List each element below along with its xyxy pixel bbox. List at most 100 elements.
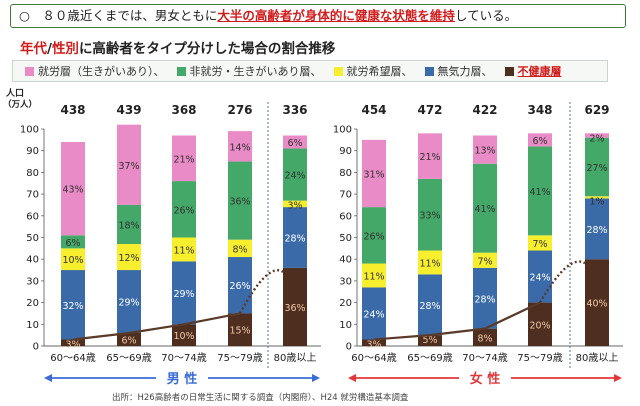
female-bar-non_employed_purpose-2 — [473, 163, 497, 253]
female-bar-employed-0 — [362, 139, 386, 208]
male-bar-non_employed_purpose-0 — [61, 235, 85, 249]
female-bar-lethargic-0 — [362, 287, 386, 340]
headline-box: ○ ８０歳近くまでは、男女ともに大半の高齢者が身体的に健康な状態を維持している。 — [10, 4, 626, 28]
male-label-non_employed_purpose-4: 24% — [284, 171, 305, 182]
female-label-lethargic-4: 28% — [586, 225, 607, 236]
male-gender-label: 男 性 — [167, 371, 198, 387]
female-bar-employed-1 — [418, 133, 442, 179]
female-bar-job_seeking-0 — [362, 263, 386, 288]
female-population-4: 629 — [584, 103, 609, 117]
male-label-employed-0: 43% — [62, 185, 83, 196]
male-bar-unhealthy-3 — [228, 313, 252, 346]
male-bar-employed-4 — [283, 135, 307, 149]
male-label-unhealthy-2: 10% — [173, 331, 194, 342]
female-bar-unhealthy-4 — [585, 259, 609, 346]
female-bar-unhealthy-1 — [418, 335, 442, 346]
female-label-non_employed_purpose-0: 26% — [363, 231, 384, 242]
male-bar-employed-0 — [61, 142, 85, 236]
female-bar-non_employed_purpose-4 — [585, 137, 609, 197]
male-bar-unhealthy-0 — [61, 339, 85, 346]
male-ytick-label-50: 50 — [26, 233, 39, 244]
male-label-lethargic-1: 29% — [118, 298, 139, 309]
male-population-4: 336 — [282, 103, 307, 117]
male-ytick-label-70: 70 — [26, 190, 39, 201]
male-label-unhealthy-4: 36% — [284, 303, 305, 314]
male-label-non_employed_purpose-3: 36% — [229, 197, 250, 208]
male-ytick-label-60: 60 — [26, 211, 39, 222]
legend-swatch-job-seeking — [333, 66, 343, 76]
male-bar-job_seeking-1 — [117, 244, 141, 271]
female-category-4: 80歳以上 — [576, 352, 619, 364]
headline-highlight: 大半の高齢者が身体的に健康な状態を維持 — [217, 8, 455, 23]
female-bar-unhealthy-0 — [362, 339, 386, 346]
female-bar-job_seeking-2 — [473, 252, 497, 268]
female-bar-job_seeking-1 — [418, 250, 442, 275]
female-population-2: 422 — [472, 103, 497, 117]
male-label-employed-3: 14% — [229, 142, 250, 153]
female-bar-lethargic-4 — [585, 198, 609, 260]
male-bar-non_employed_purpose-1 — [117, 204, 141, 245]
female-label-unhealthy-1: 5% — [422, 335, 437, 346]
female-ytick-label-90: 90 — [339, 146, 352, 157]
male-label-job_seeking-0: 10% — [62, 255, 83, 266]
legend-label-non-employed: 非就労・生きがいあり層、 — [189, 65, 322, 78]
male-bar-unhealthy-1 — [117, 332, 141, 346]
female-label-non_employed_purpose-1: 33% — [419, 211, 440, 222]
female-gender-label: 女 性 — [470, 371, 501, 387]
male-ytick-label-30: 30 — [26, 276, 39, 287]
chart-legend: 就労層（生きがいあり）、 非就労・生きがいあり層、 就労希望層、 無気力層、 不… — [12, 60, 608, 82]
male-ytick-label-40: 40 — [26, 255, 39, 266]
male-label-non_employed_purpose-2: 26% — [173, 205, 194, 216]
male-bar-lethargic-4 — [283, 207, 307, 268]
male-category-3: 75～79歳 — [217, 352, 262, 364]
male-category-2: 70～74歳 — [161, 352, 206, 364]
male-label-lethargic-4: 28% — [284, 234, 305, 245]
male-bar-job_seeking-2 — [172, 237, 196, 262]
male-bar-non_employed_purpose-2 — [172, 181, 196, 238]
female-bar-non_employed_purpose-1 — [418, 178, 442, 251]
female-unhealthy-trend-line — [373, 301, 541, 341]
headline-prefix: ○ ８０歳近くまでは、男女ともに — [19, 8, 218, 23]
female-category-0: 60～64歳 — [351, 352, 396, 364]
male-category-0: 60～64歳 — [50, 352, 95, 364]
male-gender-label-bg — [156, 369, 208, 387]
male-category-4: 80歳以上 — [274, 352, 317, 364]
female-unhealthy-trend-dotted — [538, 260, 586, 304]
female-label-employed-1: 21% — [419, 152, 440, 163]
headline-suffix: している。 — [454, 8, 518, 23]
subtitle-rest: に高齢者をタイプ分けした場合の割合推移 — [78, 41, 336, 57]
female-label-job_seeking-3: 7% — [532, 239, 547, 250]
female-label-unhealthy-2: 8% — [477, 333, 492, 344]
male-bar-non_employed_purpose-4 — [283, 148, 307, 201]
legend-label-unhealthy: 不健康層 — [517, 65, 562, 78]
male-label-lethargic-3: 26% — [229, 281, 250, 292]
female-bar-non_employed_purpose-3 — [528, 146, 552, 236]
male-bar-lethargic-2 — [172, 261, 196, 325]
subtitle-part2: 性別 — [51, 41, 79, 57]
female-ytick-label-30: 30 — [339, 276, 352, 287]
male-label-employed-1: 37% — [118, 161, 139, 172]
legend-label-lethargic: 無気力層、 — [437, 65, 493, 78]
male-label-unhealthy-0: 3% — [65, 339, 80, 350]
female-label-lethargic-0: 24% — [363, 309, 384, 320]
male-bar-lethargic-1 — [117, 270, 141, 333]
male-bar-employed-3 — [228, 131, 252, 162]
female-ytick-label-0: 0 — [346, 342, 352, 353]
female-population-3: 348 — [527, 103, 552, 117]
male-label-job_seeking-3: 8% — [232, 244, 247, 255]
male-label-non_employed_purpose-1: 18% — [118, 220, 139, 231]
male-bar-job_seeking-4 — [283, 200, 307, 208]
female-label-unhealthy-3: 20% — [529, 320, 550, 331]
female-label-job_seeking-2: 7% — [477, 256, 492, 267]
female-arrow-head-left — [348, 374, 356, 382]
stacked-bar-chart: 人口（万人）01020304050607080901003%32%10%6%43… — [3, 87, 623, 387]
male-label-non_employed_purpose-0: 6% — [65, 238, 80, 249]
female-ytick-label-40: 40 — [339, 255, 352, 266]
female-bar-non_employed_purpose-0 — [362, 207, 386, 264]
female-category-2: 70～74歳 — [462, 352, 507, 364]
female-label-lethargic-1: 28% — [419, 301, 440, 312]
female-label-unhealthy-4: 40% — [586, 299, 607, 310]
male-ytick-label-0: 0 — [33, 342, 39, 353]
legend-item-employed: 就労層（生きがいあり）、 — [25, 63, 165, 79]
male-category-1: 65～69歳 — [106, 352, 151, 364]
